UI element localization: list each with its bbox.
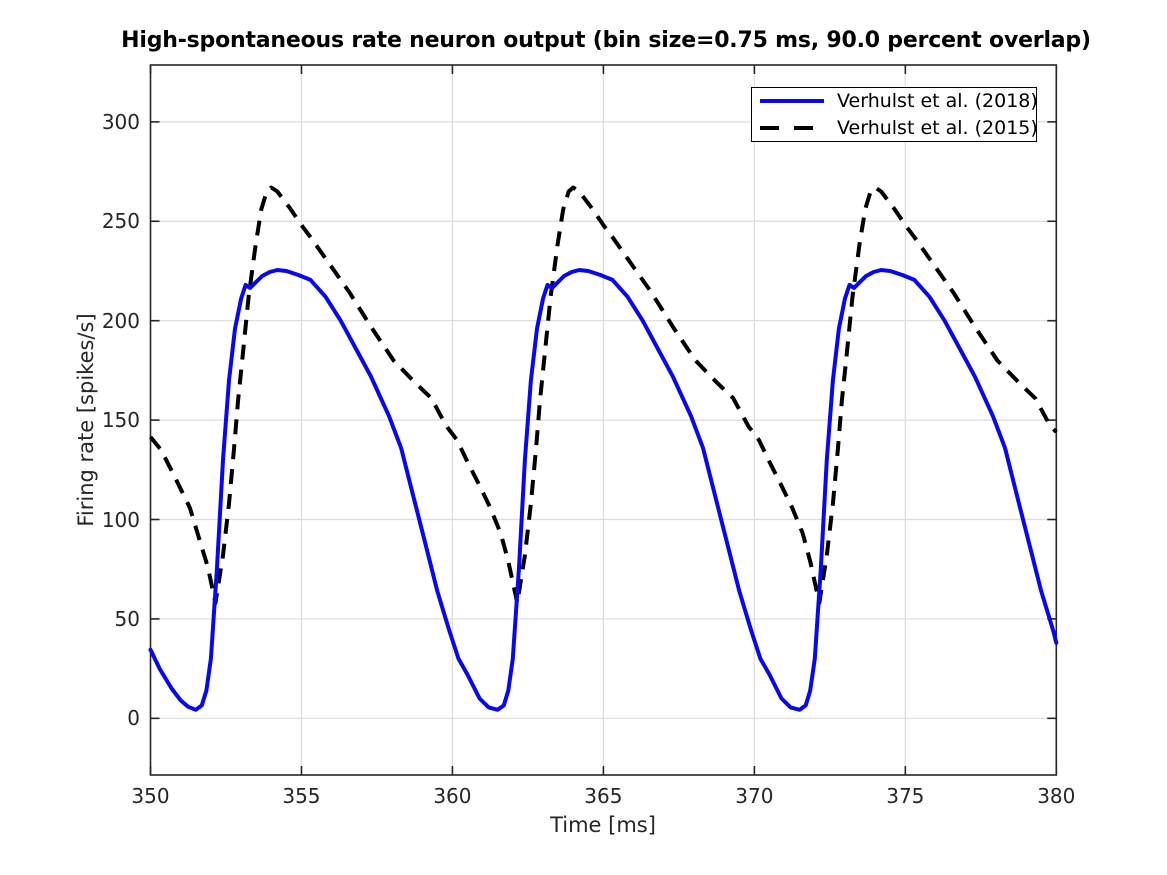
y-tick-label: 200 <box>101 308 140 333</box>
y-tick-label: 150 <box>101 408 140 433</box>
x-tick-label: 370 <box>735 784 774 808</box>
y-tick-label: 100 <box>101 507 140 532</box>
legend-label-2018: Verhulst et al. (2018) <box>837 90 1038 113</box>
legend-label-2015: Verhulst et al. (2015) <box>837 116 1038 139</box>
y-tick-label: 300 <box>101 109 140 134</box>
x-tick-label: 365 <box>584 784 623 808</box>
legend-item-2015: Verhulst et al. (2015) <box>752 115 1038 141</box>
series-line-2015 <box>148 185 1058 605</box>
series-line-2018 <box>148 268 1059 712</box>
y-tick-label: 250 <box>101 209 140 234</box>
chart-title: High-spontaneous rate neuron output (bin… <box>121 28 1091 53</box>
x-tick-label: 380 <box>1037 784 1076 808</box>
x-axis-label: Time [ms] <box>550 813 656 837</box>
legend-line-dashed-icon <box>760 125 824 130</box>
x-tick-label: 350 <box>131 784 170 808</box>
legend-item-2018: Verhulst et al. (2018) <box>752 88 1038 114</box>
axes-box <box>149 64 1058 776</box>
y-tick-label: 0 <box>127 706 140 731</box>
x-tick-label: 375 <box>886 784 925 808</box>
legend-line-solid-icon <box>760 99 824 104</box>
x-tick-label: 360 <box>433 784 472 808</box>
y-tick-label: 50 <box>114 606 140 631</box>
x-tick-label: 355 <box>282 784 321 808</box>
legend: Verhulst et al. (2018) Verhulst et al. (… <box>751 87 1038 142</box>
